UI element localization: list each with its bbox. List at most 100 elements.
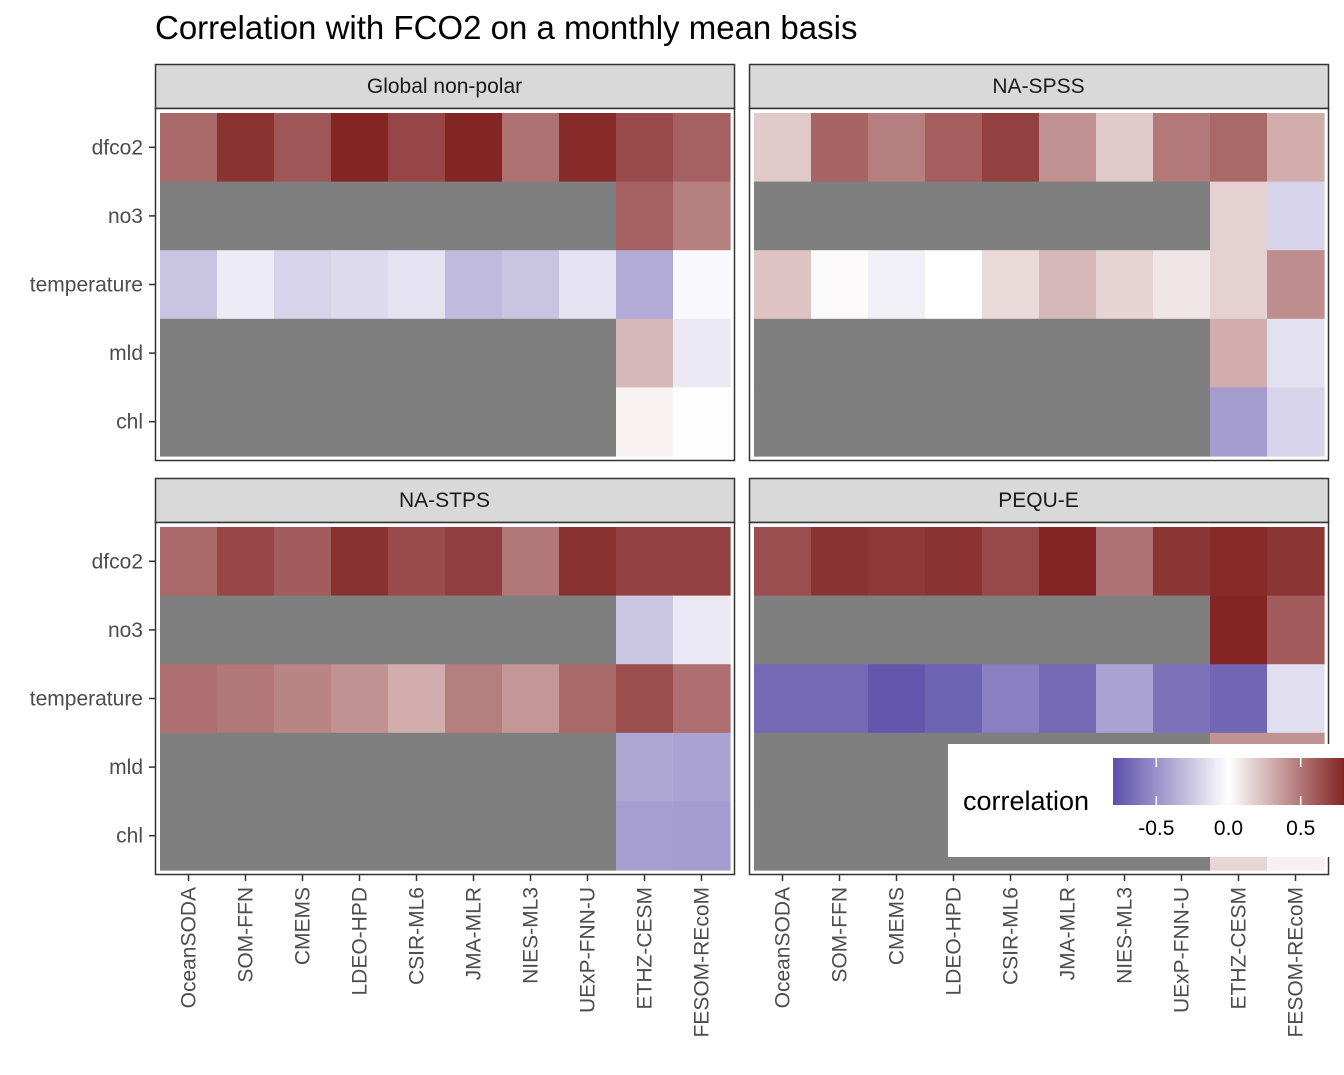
- heatmap-cell-mld-oceansoda: [754, 318, 812, 388]
- heatmap-cell-no3-csir-ml6: [388, 181, 446, 251]
- heatmap-cell-dfco2-ethz-cesm: [616, 527, 674, 597]
- heatmap-cell-dfco2-jma-mlr: [1039, 113, 1097, 183]
- heatmap-cell-no3-jma-mlr: [445, 595, 503, 665]
- heatmap-cell-chl-ldeo-hpd: [331, 801, 389, 871]
- heatmap-cell-chl-csir-ml6: [388, 387, 446, 457]
- heatmap-cell-temperature-csir-ml6: [388, 250, 446, 320]
- heatmap-cell-temperature-uexp-fnn-u: [559, 664, 617, 734]
- heatmap-cell-dfco2-som-ffn: [217, 113, 275, 183]
- heatmap-cell-temperature-fesom-recom: [1267, 250, 1325, 320]
- heatmap-cell-temperature-oceansoda: [754, 664, 812, 734]
- heatmap-cell-temperature-ethz-cesm: [1210, 664, 1268, 734]
- heatmap-cell-dfco2-cmems: [274, 527, 332, 597]
- facet-strip-label: PEQU-E: [998, 489, 1079, 512]
- x-tick-label-som-ffn: SOM-FFN: [235, 887, 258, 983]
- heatmap-cell-chl-nies-ml3: [1096, 387, 1154, 457]
- heatmap-cell-temperature-uexp-fnn-u: [1153, 250, 1211, 320]
- heatmap-cell-dfco2-cmems: [274, 113, 332, 183]
- heatmap-cell-mld-nies-ml3: [502, 318, 560, 388]
- heatmap-cell-chl-fesom-recom: [1267, 387, 1325, 457]
- facet-panel-na-spss: NA-SPSS: [748, 63, 1330, 462]
- heatmap-cell-no3-uexp-fnn-u: [559, 181, 617, 251]
- legend-break-label: -0.5: [1138, 817, 1174, 840]
- heatmap-cell-no3-nies-ml3: [502, 181, 560, 251]
- heatmap-cell-no3-ldeo-hpd: [331, 595, 389, 665]
- heatmap-cell-mld-csir-ml6: [388, 318, 446, 388]
- heatmap-cell-temperature-uexp-fnn-u: [559, 250, 617, 320]
- heatmap-cell-temperature-nies-ml3: [502, 250, 560, 320]
- heatmap-cell-chl-ethz-cesm: [1210, 387, 1268, 457]
- legend-break-label: 0.0: [1214, 817, 1243, 840]
- heatmap-cell-no3-som-ffn: [217, 595, 275, 665]
- heatmap-cell-chl-uexp-fnn-u: [1153, 387, 1211, 457]
- heatmap-cell-temperature-jma-mlr: [1039, 664, 1097, 734]
- heatmap-cell-mld-csir-ml6: [982, 318, 1040, 388]
- heatmap-cell-dfco2-ethz-cesm: [1210, 527, 1268, 597]
- heatmap-cell-mld-oceansoda: [160, 318, 218, 388]
- heatmap-cell-no3-fesom-recom: [1267, 595, 1325, 665]
- heatmap-cell-mld-ethz-cesm: [1210, 318, 1268, 388]
- heatmap-cell-no3-ethz-cesm: [1210, 181, 1268, 251]
- heatmap-cell-no3-ethz-cesm: [1210, 595, 1268, 665]
- heatmap-cell-temperature-cmems: [274, 250, 332, 320]
- heatmap-cell-chl-som-ffn: [217, 387, 275, 457]
- heatmap-cell-no3-som-ffn: [217, 181, 275, 251]
- heatmap-cell-mld-ethz-cesm: [616, 318, 674, 388]
- heatmap-cell-mld-uexp-fnn-u: [559, 318, 617, 388]
- x-tick-label-uexp-fnn-u: UExP-FNN-U: [577, 887, 600, 1013]
- heatmap-cell-chl-jma-mlr: [445, 387, 503, 457]
- heatmap-cell-dfco2-oceansoda: [160, 113, 218, 183]
- heatmap-cell-no3-jma-mlr: [1039, 595, 1097, 665]
- x-tick-label-jma-mlr: JMA-MLR: [463, 887, 486, 980]
- heatmap-cell-dfco2-ldeo-hpd: [925, 113, 983, 183]
- heatmap-cell-mld-csir-ml6: [388, 732, 446, 802]
- heatmap-cell-no3-uexp-fnn-u: [1153, 595, 1211, 665]
- heatmap-cell-dfco2-fesom-recom: [1267, 527, 1325, 597]
- heatmap-cell-chl-cmems: [868, 801, 926, 871]
- heatmap-cell-chl-fesom-recom: [673, 801, 731, 871]
- heatmap-cell-dfco2-jma-mlr: [445, 527, 503, 597]
- heatmap-cell-no3-cmems: [274, 595, 332, 665]
- heatmap-cell-chl-uexp-fnn-u: [559, 801, 617, 871]
- heatmap-cell-mld-oceansoda: [160, 732, 218, 802]
- heatmap-cell-dfco2-ldeo-hpd: [925, 527, 983, 597]
- heatmap-cell-dfco2-uexp-fnn-u: [1153, 113, 1211, 183]
- heatmap-cell-dfco2-som-ffn: [811, 113, 869, 183]
- heatmap-cell-chl-oceansoda: [754, 801, 812, 871]
- heatmap-cell-no3-fesom-recom: [1267, 181, 1325, 251]
- heatmap-cell-temperature-cmems: [868, 664, 926, 734]
- heatmap-cell-temperature-fesom-recom: [673, 664, 731, 734]
- x-tick-label-jma-mlr: JMA-MLR: [1057, 887, 1080, 980]
- x-tick-label-som-ffn: SOM-FFN: [829, 887, 852, 983]
- heatmap-cell-temperature-nies-ml3: [1096, 250, 1154, 320]
- heatmap-cell-chl-som-ffn: [811, 801, 869, 871]
- heatmap-cell-temperature-jma-mlr: [1039, 250, 1097, 320]
- heatmap-cell-no3-uexp-fnn-u: [1153, 181, 1211, 251]
- heatmap-cell-no3-nies-ml3: [1096, 181, 1154, 251]
- chart-title: Correlation with FCO2 on a monthly mean …: [155, 9, 857, 46]
- heatmap-cell-dfco2-cmems: [868, 113, 926, 183]
- heatmap-cell-dfco2-csir-ml6: [982, 113, 1040, 183]
- heatmap-cell-mld-oceansoda: [754, 732, 812, 802]
- heatmap-cell-no3-nies-ml3: [1096, 595, 1154, 665]
- heatmap-cell-temperature-ldeo-hpd: [331, 664, 389, 734]
- heatmap-cell-temperature-ethz-cesm: [616, 250, 674, 320]
- facet-panel-global-non-polar: Global non-polar dfco2 no3 temperature mld ch…: [30, 63, 736, 462]
- y-tick-label-chl: chl: [116, 411, 143, 434]
- x-tick-label-oceansoda: OceanSODA: [178, 887, 201, 1008]
- heatmap-cell-no3-csir-ml6: [982, 181, 1040, 251]
- heatmap-cell-mld-ethz-cesm: [616, 732, 674, 802]
- heatmap-cell-no3-som-ffn: [811, 181, 869, 251]
- facet-strip: [154, 63, 736, 110]
- heatmap-cell-temperature-som-ffn: [217, 250, 275, 320]
- heatmap-cell-no3-fesom-recom: [673, 181, 731, 251]
- heatmap-cell-chl-oceansoda: [754, 387, 812, 457]
- facet-strip: [154, 477, 736, 524]
- x-tick-label-cmems: CMEMS: [886, 887, 909, 965]
- y-tick-label-no3: no3: [108, 205, 143, 228]
- heatmap-cell-temperature-ethz-cesm: [616, 664, 674, 734]
- heatmap-cell-temperature-oceansoda: [754, 250, 812, 320]
- heatmap-cell-mld-fesom-recom: [673, 318, 731, 388]
- heatmap-cell-no3-ldeo-hpd: [925, 595, 983, 665]
